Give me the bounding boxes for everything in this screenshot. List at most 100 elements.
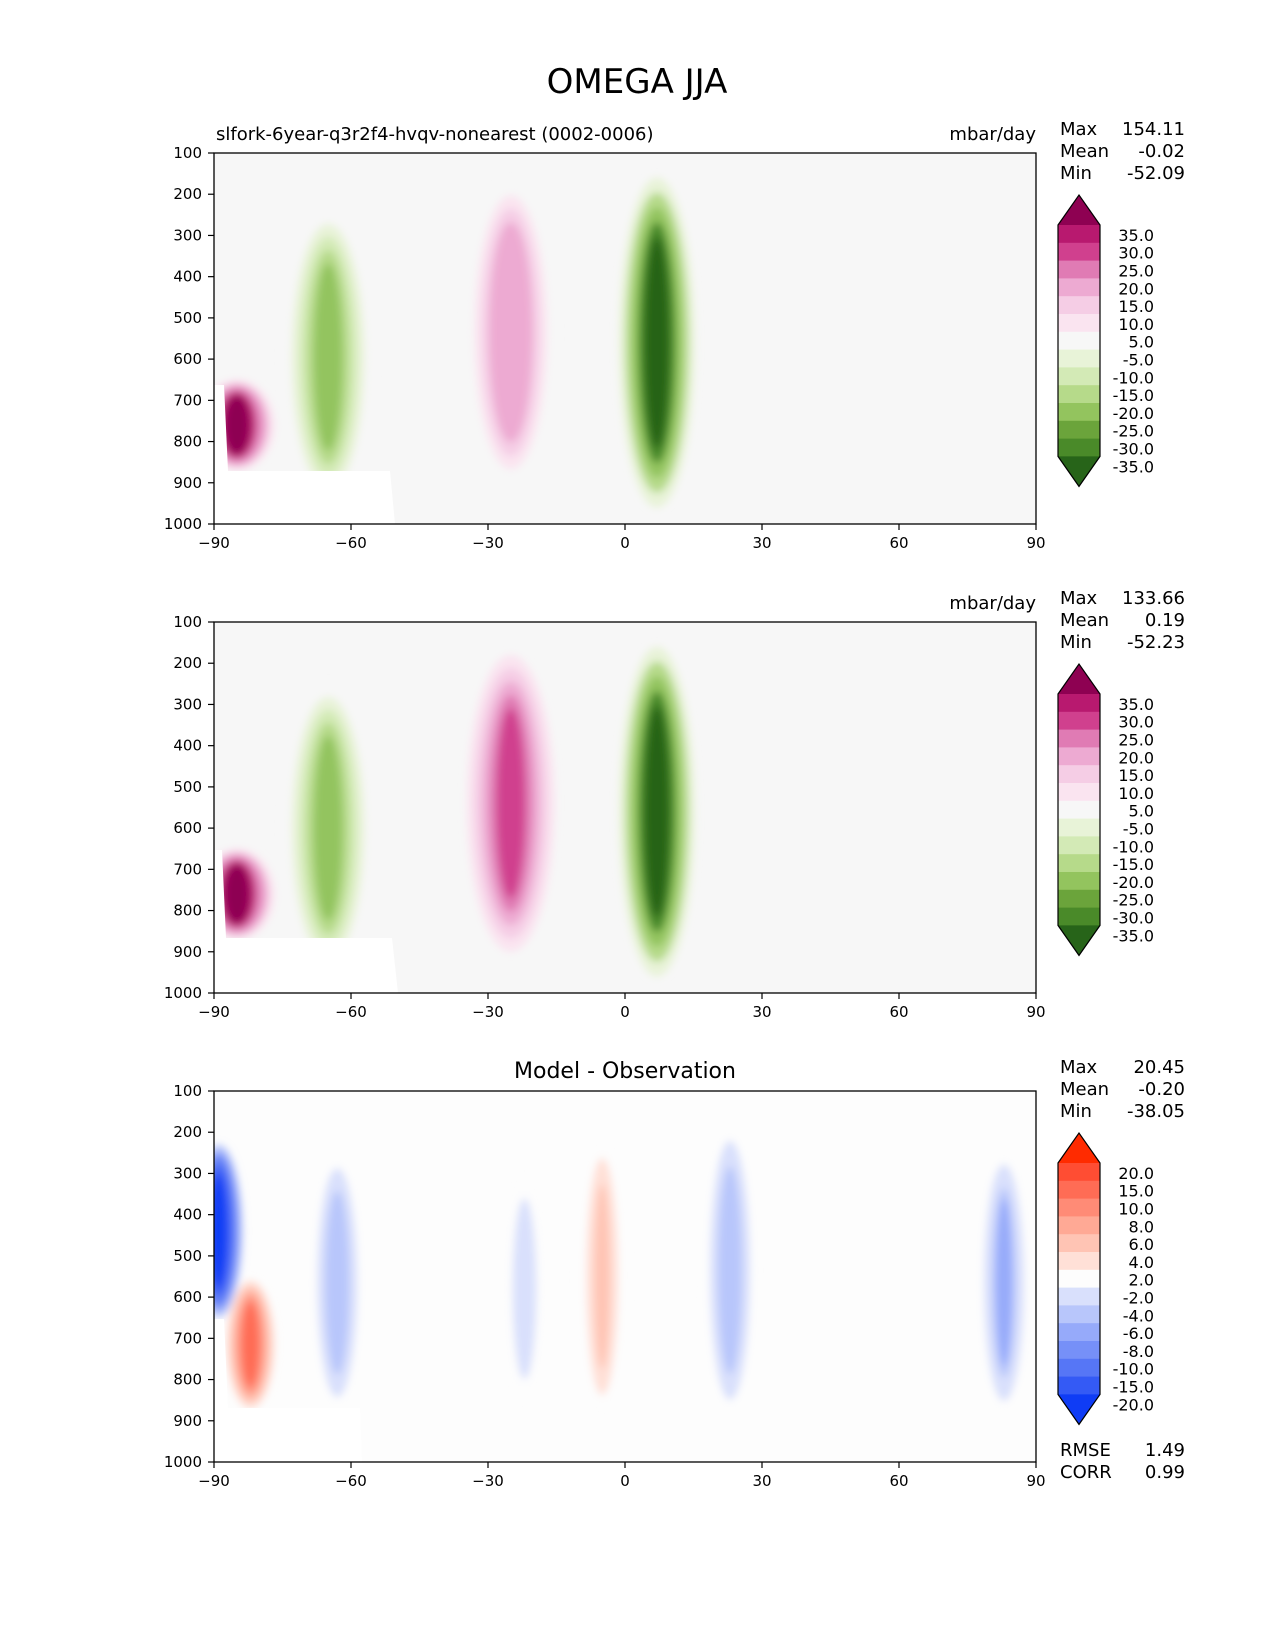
- colorbar-segment: [1058, 1180, 1100, 1199]
- x-tick-label: 30: [752, 534, 771, 552]
- y-tick-label: 200: [173, 654, 202, 672]
- colorbar-tick-label: -15.0: [1113, 386, 1154, 405]
- x-tick-label: 60: [889, 1472, 908, 1490]
- colorbar-tick-label: 25.0: [1118, 262, 1154, 281]
- colorbar-tick-label: 6.0: [1129, 1235, 1154, 1254]
- colorbar-segment: [1058, 783, 1100, 802]
- colorbar-tick-label: 15.0: [1118, 766, 1154, 785]
- x-tick-label: −60: [335, 534, 367, 552]
- stat-value: 133.66: [1122, 588, 1185, 609]
- panel-difference: Model - Observation 10020030040050060070…: [164, 1057, 1185, 1490]
- stat-label: Max: [1060, 1057, 1098, 1078]
- colorbar-tick-label: -8.0: [1123, 1342, 1154, 1361]
- colorbar-outline: [1057, 662, 1101, 957]
- y-tick-label: 900: [173, 943, 202, 961]
- stat-label: Max: [1060, 588, 1098, 609]
- colorbar-segment: [1058, 1269, 1100, 1288]
- contour-region-equatorial-positive: [594, 1184, 610, 1369]
- y-tick-label: 600: [173, 819, 202, 837]
- colorbar-segment: [1058, 765, 1100, 784]
- colorbar-segment: [1058, 729, 1100, 748]
- y-tick-label: 300: [173, 1164, 202, 1182]
- colorbar-segment: [1058, 694, 1100, 713]
- missing-terrain-mask: [214, 471, 395, 524]
- colorbar-segment: [1058, 1287, 1100, 1306]
- missing-terrain-mask: [214, 1408, 362, 1462]
- stat-value: -38.05: [1127, 1101, 1185, 1122]
- colorbar-segment: [1058, 349, 1100, 368]
- contour-region-subtropical-negative: [516, 1209, 533, 1369]
- x-tick-label: 30: [752, 1472, 771, 1490]
- panel-title-left: slfork-6year-q3r2f4-hvqv-nonearest (0002…: [216, 124, 654, 145]
- colorbar-segment: [1058, 711, 1100, 730]
- colorbar-tick-label: -4.0: [1123, 1306, 1154, 1325]
- colorbar-tick-label: -20.0: [1113, 1395, 1154, 1414]
- colorbar-segment: [1058, 420, 1100, 439]
- x-tick-label: −60: [335, 1003, 367, 1021]
- x-tick-label: −90: [198, 534, 230, 552]
- y-tick-label: 300: [173, 226, 202, 244]
- missing-terrain-mask: [214, 385, 228, 471]
- y-tick-label: 700: [173, 1329, 202, 1347]
- missing-terrain-mask: [214, 850, 226, 938]
- contour-region-southern-ocean-ascent: [314, 263, 343, 451]
- colorbar-tick-label: -6.0: [1123, 1324, 1154, 1343]
- x-tick-label: 60: [889, 534, 908, 552]
- contour-region-antarctic-descent: [224, 865, 249, 924]
- colorbar-tick-label: 10.0: [1118, 1200, 1154, 1219]
- stat-label: Mean: [1060, 610, 1109, 631]
- contour-region-polar-negative: [214, 1175, 227, 1287]
- x-tick-label: −90: [198, 1003, 230, 1021]
- colorbar-tick-label: 30.0: [1118, 244, 1154, 263]
- colorbar-extend-bottom: [1058, 456, 1100, 487]
- y-tick-label: 800: [173, 433, 202, 451]
- y-tick-label: 100: [173, 613, 202, 631]
- colorbar-tick-label: 5.0: [1129, 333, 1154, 352]
- y-tick-label: 1000: [164, 515, 202, 533]
- y-tick-label: 900: [173, 474, 202, 492]
- colorbar-tick-label: -10.0: [1113, 368, 1154, 387]
- y-tick-label: 1000: [164, 984, 202, 1002]
- colorbar-tick-label: -20.0: [1113, 404, 1154, 423]
- x-tick-label: 90: [1026, 534, 1045, 552]
- x-tick-label: −30: [472, 1472, 504, 1490]
- colorbar-tick-label: 20.0: [1118, 1164, 1154, 1183]
- colorbar-tick-label: -25.0: [1113, 422, 1154, 441]
- stat-value: 0.99: [1145, 1462, 1185, 1483]
- y-tick-label: 400: [173, 737, 202, 755]
- colorbar-segment: [1058, 907, 1100, 926]
- x-tick-label: −60: [335, 1472, 367, 1490]
- panel-observation: mbar/day 1002003004005006007008009001000…: [164, 588, 1185, 1021]
- y-tick-label: 1000: [164, 1453, 202, 1471]
- colorbar-tick-label: -35.0: [1113, 926, 1154, 945]
- colorbar-segment: [1058, 872, 1100, 891]
- contour-region-arctic-negative: [996, 1199, 1012, 1366]
- colorbar-segment: [1058, 1198, 1100, 1217]
- y-tick-label: 200: [173, 1123, 202, 1141]
- x-tick-label: 90: [1026, 1472, 1045, 1490]
- colorbar-tick-label: -10.0: [1113, 1360, 1154, 1379]
- colorbar-segment: [1058, 1216, 1100, 1235]
- colorbar-segment: [1058, 836, 1100, 855]
- y-tick-label: 100: [173, 144, 202, 162]
- colorbar-segment: [1058, 747, 1100, 766]
- x-tick-label: −90: [198, 1472, 230, 1490]
- colorbar-segment: [1058, 403, 1100, 422]
- y-tick-label: 700: [173, 860, 202, 878]
- colorbar-segment: [1058, 385, 1100, 404]
- stat-value: -52.09: [1127, 163, 1185, 184]
- y-tick-label: 400: [173, 1206, 202, 1224]
- colorbar-segment: [1058, 296, 1100, 315]
- units-label: mbar/day: [949, 124, 1036, 145]
- colorbar-tick-label: 30.0: [1118, 713, 1154, 732]
- colorbar-segment: [1058, 438, 1100, 457]
- contour-region-southern-ocean-negative: [329, 1202, 346, 1364]
- colorbar-tick-label: -15.0: [1113, 855, 1154, 874]
- colorbar-tick-label: -5.0: [1123, 351, 1154, 370]
- colorbar-segment: [1058, 1358, 1100, 1377]
- x-tick-label: 0: [620, 1003, 630, 1021]
- colorbar-tick-label: -30.0: [1113, 909, 1154, 928]
- y-tick-label: 800: [173, 902, 202, 920]
- colorbar-tick-label: -30.0: [1113, 440, 1154, 459]
